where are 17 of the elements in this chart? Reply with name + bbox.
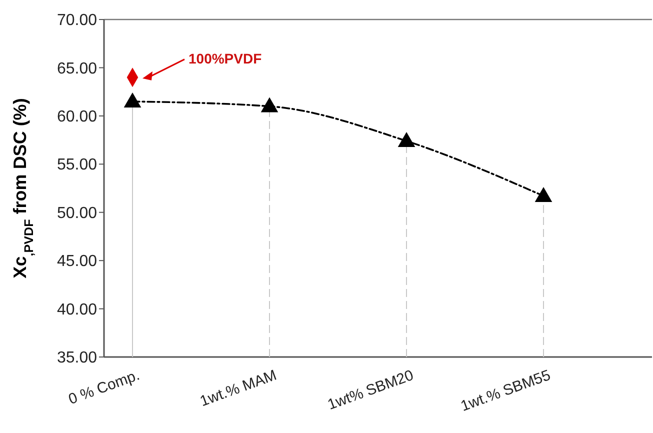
x-tick-label: 1wt.% MAM bbox=[198, 366, 279, 410]
x-tick-label: 1wt% SBM20 bbox=[325, 366, 416, 414]
x-tick-label: 0 % Comp. bbox=[66, 366, 142, 408]
x-tick-label: 1wt.% SBM55 bbox=[458, 366, 553, 415]
y-tick-label: 40.00 bbox=[56, 301, 98, 318]
y-tick-label: 45.00 bbox=[56, 253, 98, 270]
y-tick-label: 70.00 bbox=[56, 12, 98, 30]
y-tick-label: 55.00 bbox=[56, 156, 98, 174]
y-tick-label: 60.00 bbox=[56, 108, 98, 126]
y-tick-label: 50.00 bbox=[56, 204, 98, 222]
annotation: 100%PVDF bbox=[188, 50, 262, 66]
point bbox=[534, 186, 552, 202]
point bbox=[398, 132, 416, 147]
point bbox=[260, 97, 278, 112]
point bbox=[124, 92, 142, 108]
y-tick-label: 65.00 bbox=[56, 60, 98, 78]
y-tick-label: 35.00 bbox=[56, 350, 98, 367]
